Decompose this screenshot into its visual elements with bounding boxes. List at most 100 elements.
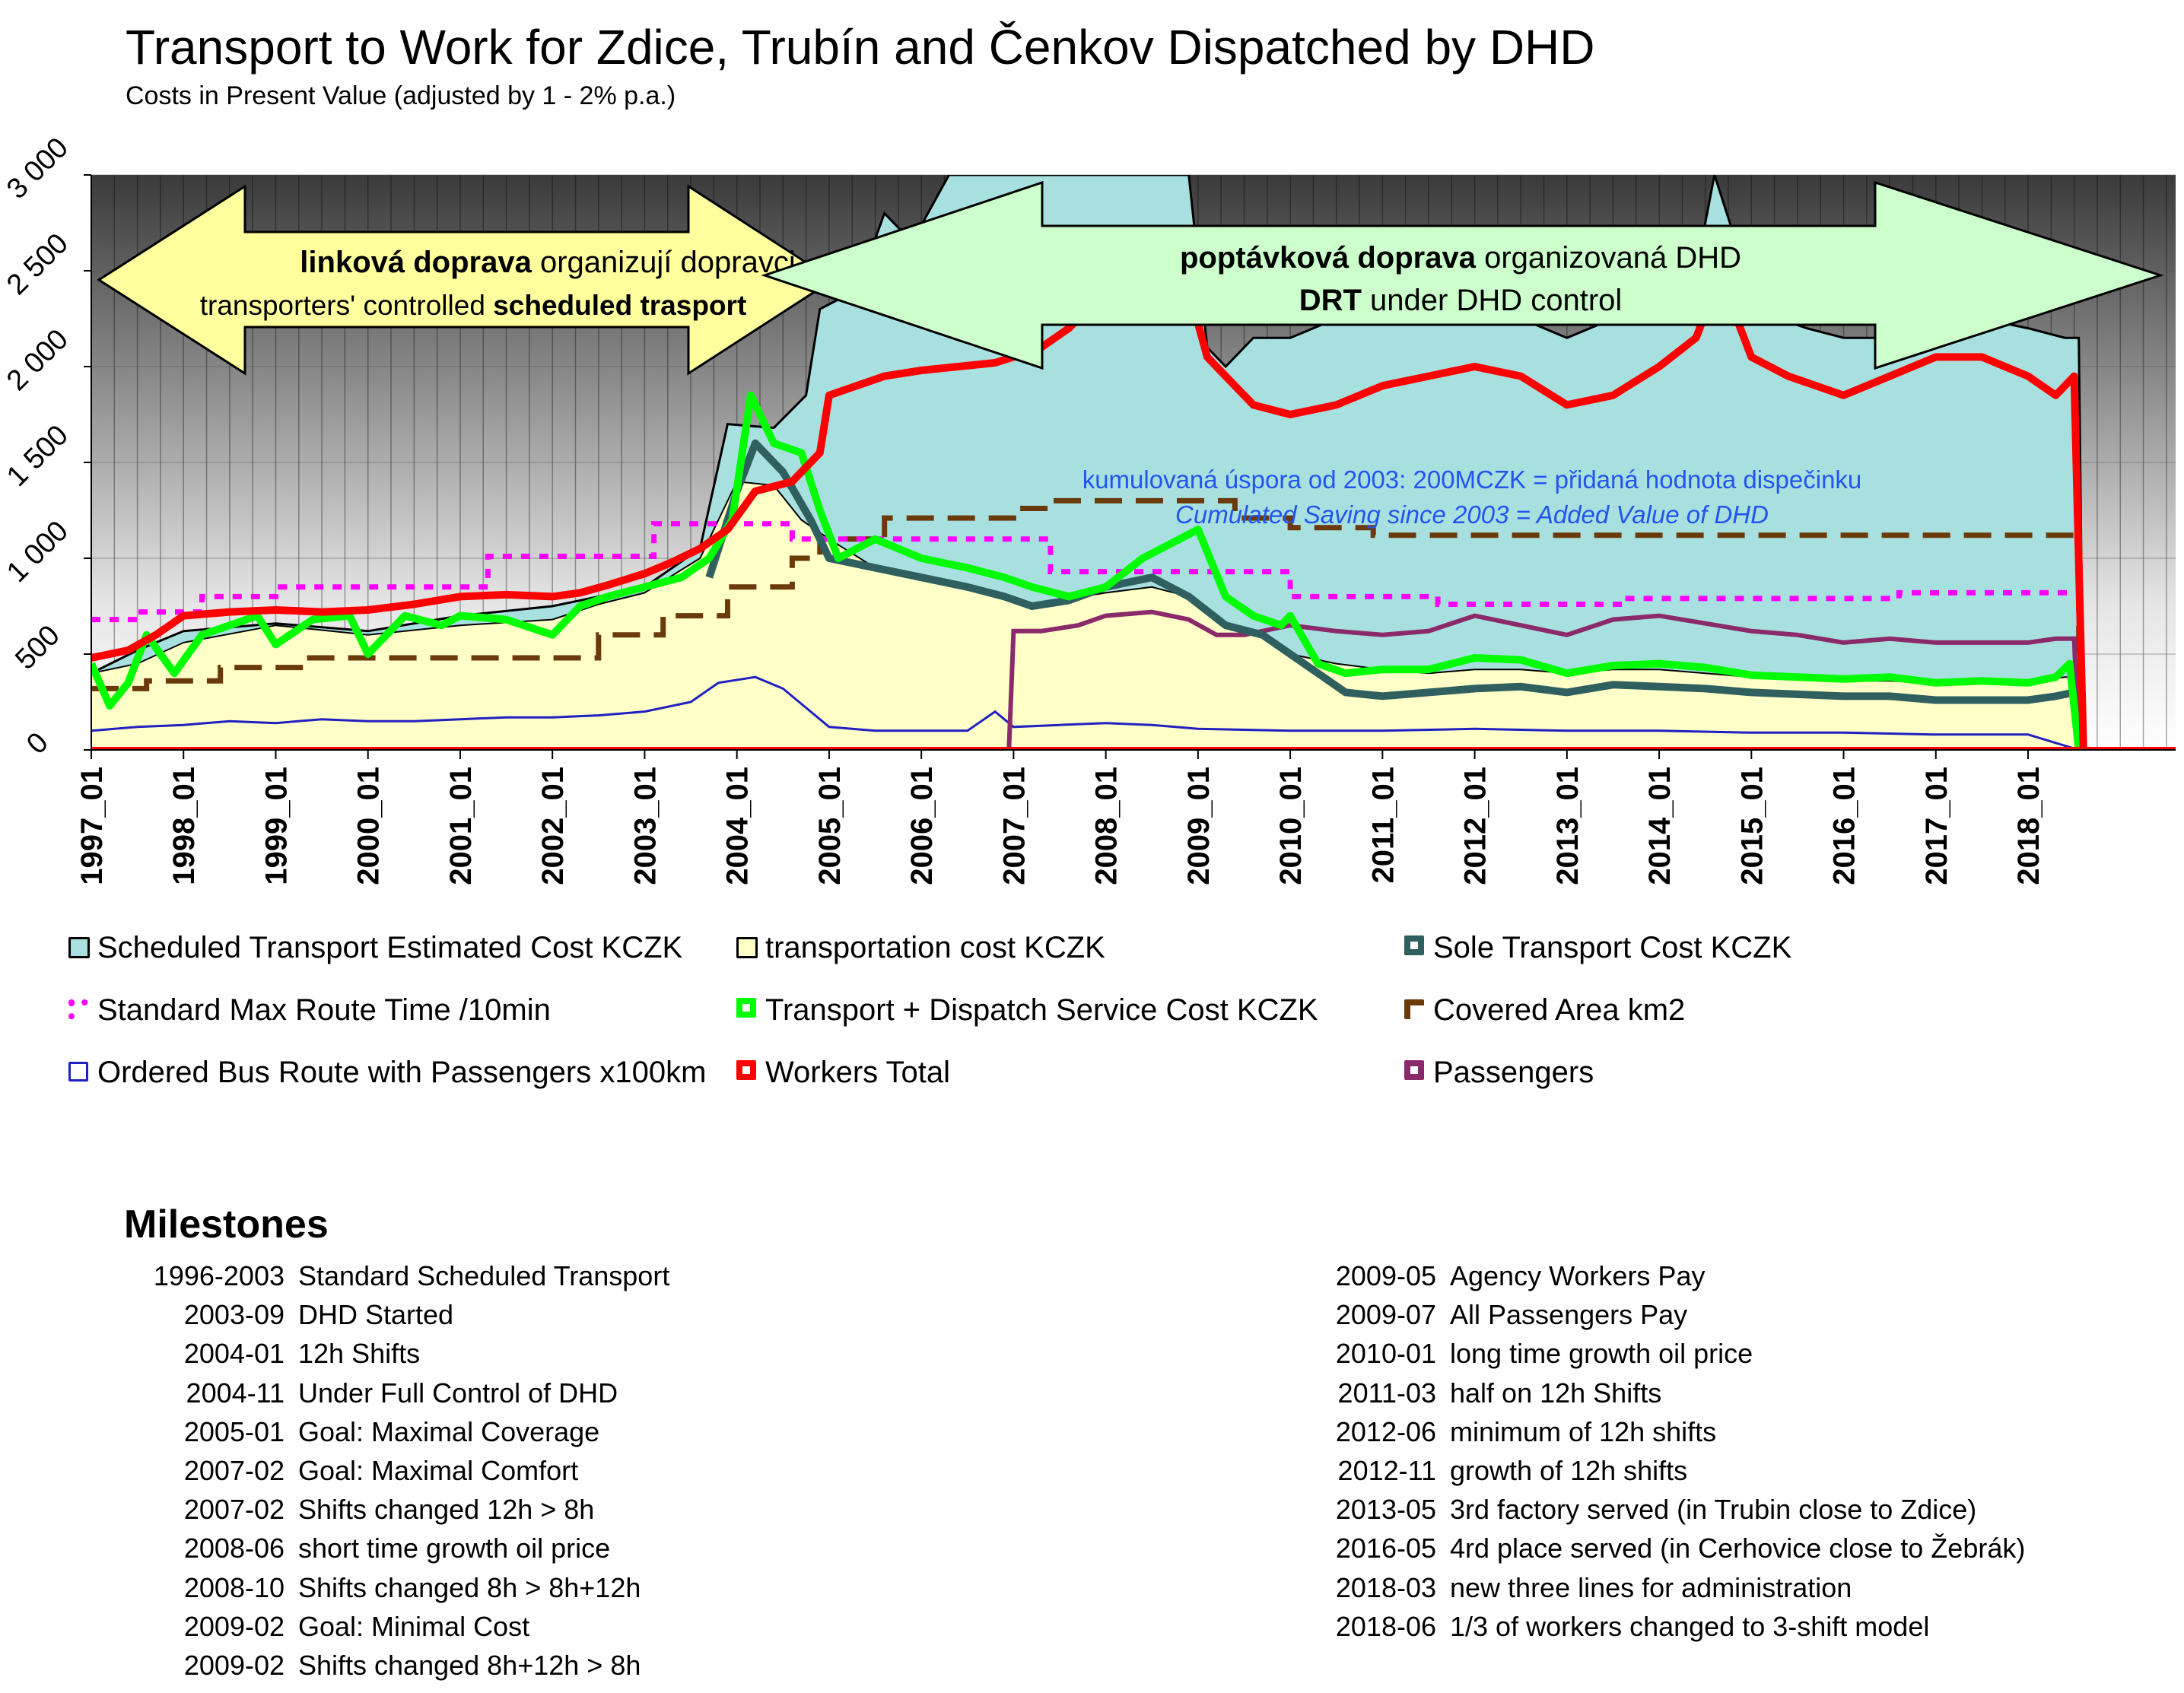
legend-swatch-covered-area	[1404, 999, 1424, 1019]
legend-label-sole: Sole Transport Cost KCZK	[1433, 931, 1792, 964]
milestone-date: 2011-03	[1337, 1377, 1436, 1409]
series-passengers-line	[1006, 609, 2081, 750]
milestone-text: 12h Shifts	[298, 1338, 421, 1370]
legend-label-bus-route: Ordered Bus Route with Passengers x100km	[97, 1056, 707, 1089]
series-bus-route-line	[91, 675, 2080, 750]
milestone-text: Standard Scheduled Transport	[298, 1260, 670, 1291]
x-tick-label: 2013_01	[1551, 767, 1585, 885]
milestone-text: short time growth oil price	[298, 1533, 611, 1564]
milestone-text: Shifts changed 8h+12h > 8h	[298, 1649, 641, 1681]
x-tick-label: 2009_01	[1182, 767, 1216, 885]
series-covered-area-line	[91, 497, 2082, 750]
x-tick-label: 2010_01	[1274, 767, 1308, 885]
legend-label-transport-dispatch: Transport + Dispatch Service Cost KCZK	[765, 993, 1318, 1027]
x-tick-label: 2017_01	[1920, 767, 1954, 885]
milestones-title: Milestones	[124, 1202, 329, 1247]
milestone-text: minimum of 12h shifts	[1450, 1415, 1717, 1447]
milestone-date: 2018-06	[1335, 1610, 1436, 1642]
x-axis: 1997_01 1998_01 1999_01 2000_01 2001_01 2002_…	[75, 749, 2176, 885]
milestone-text: 1/3 of workers changed to 3-shift model	[1450, 1610, 1930, 1642]
milestone-date: 2004-11	[186, 1377, 285, 1409]
milestone-text: long time growth oil price	[1450, 1338, 1753, 1370]
legend-label-max-route: Standard Max Route Time /10min	[97, 993, 551, 1027]
milestone-text: 4rd place served (in Cerhovice close to …	[1450, 1533, 2026, 1564]
x-tick-label: 2007_01	[997, 767, 1031, 885]
milestone-text: half on 12h Shifts	[1450, 1377, 1662, 1409]
x-tick-label: 2005_01	[813, 767, 847, 885]
milestone-date: 2010-01	[1335, 1338, 1436, 1370]
milestone-date: 2018-03	[1335, 1571, 1436, 1603]
milestone-text: Under Full Control of DHD	[298, 1377, 618, 1409]
x-tick-label: 2018_01	[2012, 767, 2046, 885]
y-tick-label: 2 500	[1, 227, 75, 301]
y-tick-label: 3 000	[1, 132, 75, 205]
x-tick-label: 2006_01	[905, 767, 939, 885]
legend-swatch-workers	[736, 1060, 756, 1080]
x-tick-label: 1998_01	[167, 767, 201, 885]
milestone-text: growth of 12h shifts	[1450, 1454, 1688, 1486]
milestone-date: 2007-02	[183, 1494, 285, 1526]
milestone-date: 2009-02	[183, 1610, 285, 1642]
series-sole-line	[705, 439, 2083, 750]
milestone-text: 3rd factory served (in Trubin close to Z…	[1450, 1494, 1977, 1526]
legend-label-transportation: transportation cost KCZK	[765, 931, 1105, 964]
x-tick-label: 2002_01	[536, 767, 570, 885]
milestone-date: 2013-05	[1335, 1494, 1436, 1526]
series-max-route-line	[91, 521, 2079, 623]
x-tick-label: 2000_01	[352, 767, 386, 885]
x-tick-label: 1997_01	[75, 767, 109, 885]
legend-label-scheduled: Scheduled Transport Estimated Cost KCZK	[97, 931, 683, 964]
series-transport-dispatch-line	[91, 391, 2083, 750]
annotation-line2: Cumulated Saving since 2003 = Added Valu…	[1175, 500, 1769, 529]
y-axis: 0 500 1 000 1 500 2 000 2 500 3 000	[1, 132, 92, 761]
milestone-date: 2008-06	[183, 1533, 285, 1564]
right-arrow-line2: DRT under DHD control	[1299, 284, 1623, 317]
right-arrow	[761, 180, 2164, 370]
milestone-date: 2016-05	[1335, 1533, 1436, 1564]
milestone-date: 2003-09	[183, 1299, 285, 1331]
milestone-date: 2012-06	[1335, 1415, 1436, 1447]
legend-swatch-transportation	[736, 937, 758, 958]
milestone-text: Goal: Minimal Cost	[298, 1610, 530, 1642]
y-tick-label: 2 000	[1, 323, 75, 397]
milestone-text: DHD Started	[298, 1299, 454, 1331]
milestone-date: 2004-01	[183, 1338, 285, 1370]
left-arrow-line1: linková doprava organizují dopravci	[300, 246, 795, 279]
legend-swatch-sole	[1404, 935, 1424, 955]
legend-label-passengers: Passengers	[1433, 1056, 1594, 1089]
x-tick-label: 2015_01	[1735, 767, 1769, 885]
x-tick-label: 2014_01	[1643, 767, 1677, 885]
milestone-text: All Passengers Pay	[1450, 1299, 1688, 1331]
milestone-text: Goal: Maximal Coverage	[298, 1415, 600, 1447]
annotation-line1: kumulovaná úspora od 2003: 200MCZK = při…	[1082, 465, 1862, 494]
y-tick-label: 1 000	[1, 515, 75, 589]
chart-subtitle: Costs in Present Value (adjusted by 1 - …	[126, 81, 676, 110]
x-tick-label: 2001_01	[444, 767, 478, 885]
legend-swatch-bus-route	[68, 1062, 88, 1082]
milestone-date: 2009-02	[183, 1649, 285, 1681]
x-tick-label: 2011_01	[1366, 767, 1400, 884]
milestone-text: Shifts changed 12h > 8h	[298, 1494, 595, 1526]
milestone-date: 1996-2003	[153, 1260, 285, 1291]
legend-swatch-max-route	[68, 999, 88, 1019]
chart-title: Transport to Work for Zdice, Trubín and …	[126, 20, 1595, 75]
right-arrow-line1: poptávková doprava organizovaná DHD	[1180, 241, 1741, 275]
milestone-date: 2009-05	[1335, 1260, 1436, 1291]
y-tick-label: 500	[9, 619, 66, 676]
legend-swatch-passengers	[1404, 1060, 1424, 1080]
milestone-date: 2008-10	[183, 1571, 285, 1603]
x-tick-label: 2008_01	[1090, 767, 1124, 885]
milestone-date: 2005-01	[183, 1415, 285, 1447]
legend-swatch-transport-dispatch	[736, 998, 756, 1018]
x-tick-label: 2016_01	[1828, 767, 1861, 885]
x-tick-label: 2003_01	[628, 767, 662, 885]
milestone-text: new three lines for administration	[1450, 1571, 1852, 1603]
left-arrow-line2: transporters' controlled scheduled trasp…	[200, 290, 747, 321]
milestone-date: 2009-07	[1335, 1299, 1436, 1331]
legend-label-workers: Workers Total	[765, 1056, 951, 1089]
x-tick-label: 2012_01	[1459, 767, 1493, 885]
milestone-text: Shifts changed 8h > 8h+12h	[298, 1571, 641, 1603]
x-tick-label: 1999_01	[259, 767, 293, 885]
x-tick-label: 2004_01	[721, 767, 755, 885]
milestone-text: Goal: Maximal Comfort	[298, 1454, 579, 1486]
